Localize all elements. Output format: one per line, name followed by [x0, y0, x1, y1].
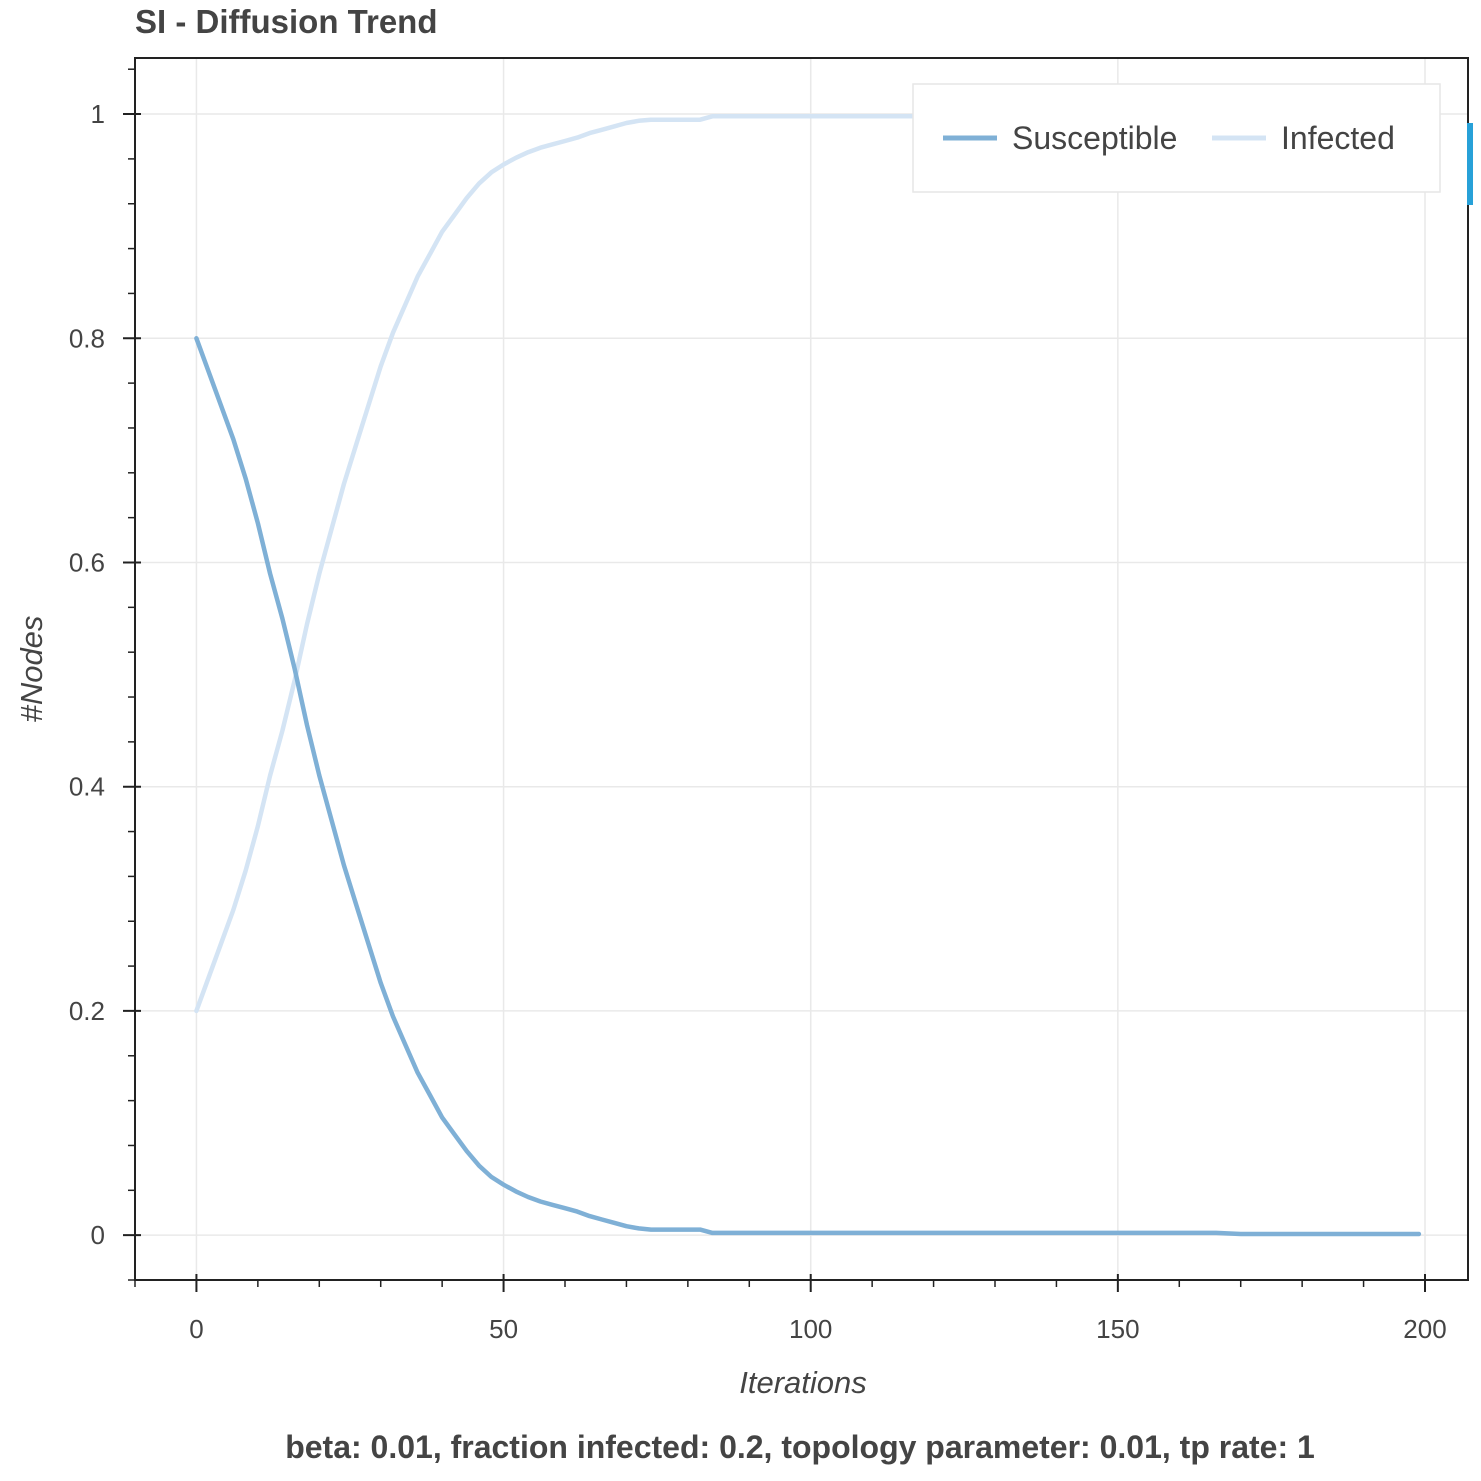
model-parameters-footer: beta: 0.01, fraction infected: 0.2, topo… [285, 1429, 1315, 1465]
series-line-infected [194, 112, 1422, 1014]
y-tick-label: 0.4 [69, 772, 105, 802]
chart-title: SI - Diffusion Trend [135, 3, 438, 40]
x-tick-label: 0 [189, 1314, 203, 1344]
x-axis: 0 50 100 150 200 [134, 1274, 1447, 1344]
toolbar-edge-marker[interactable] [1467, 123, 1473, 205]
y-tick-label: 0 [91, 1220, 105, 1250]
x-tick-label: 50 [489, 1314, 518, 1344]
series-line-susceptible [194, 336, 1422, 1237]
series-layer [194, 112, 1422, 1237]
legend-label-susceptible: Susceptible [1012, 120, 1177, 156]
plot-area [134, 57, 1469, 1281]
y-tick-label: 0.2 [69, 996, 105, 1026]
legend-label-infected: Infected [1281, 120, 1395, 156]
x-axis-title: Iterations [739, 1365, 867, 1400]
y-tick-label: 1 [91, 99, 105, 129]
legend-box [912, 83, 1441, 193]
legend: Susceptible Infected [912, 83, 1441, 193]
y-tick-label: 0.6 [69, 547, 105, 577]
y-tick-label: 0.8 [69, 323, 105, 353]
y-axis-title: #Nodes [14, 616, 49, 723]
x-tick-label: 200 [1403, 1314, 1446, 1344]
x-tick-label: 150 [1096, 1314, 1139, 1344]
y-axis: 0 0.2 0.4 0.6 0.8 1 [69, 68, 141, 1281]
x-tick-label: 100 [789, 1314, 832, 1344]
grid-lines [135, 58, 1468, 1280]
